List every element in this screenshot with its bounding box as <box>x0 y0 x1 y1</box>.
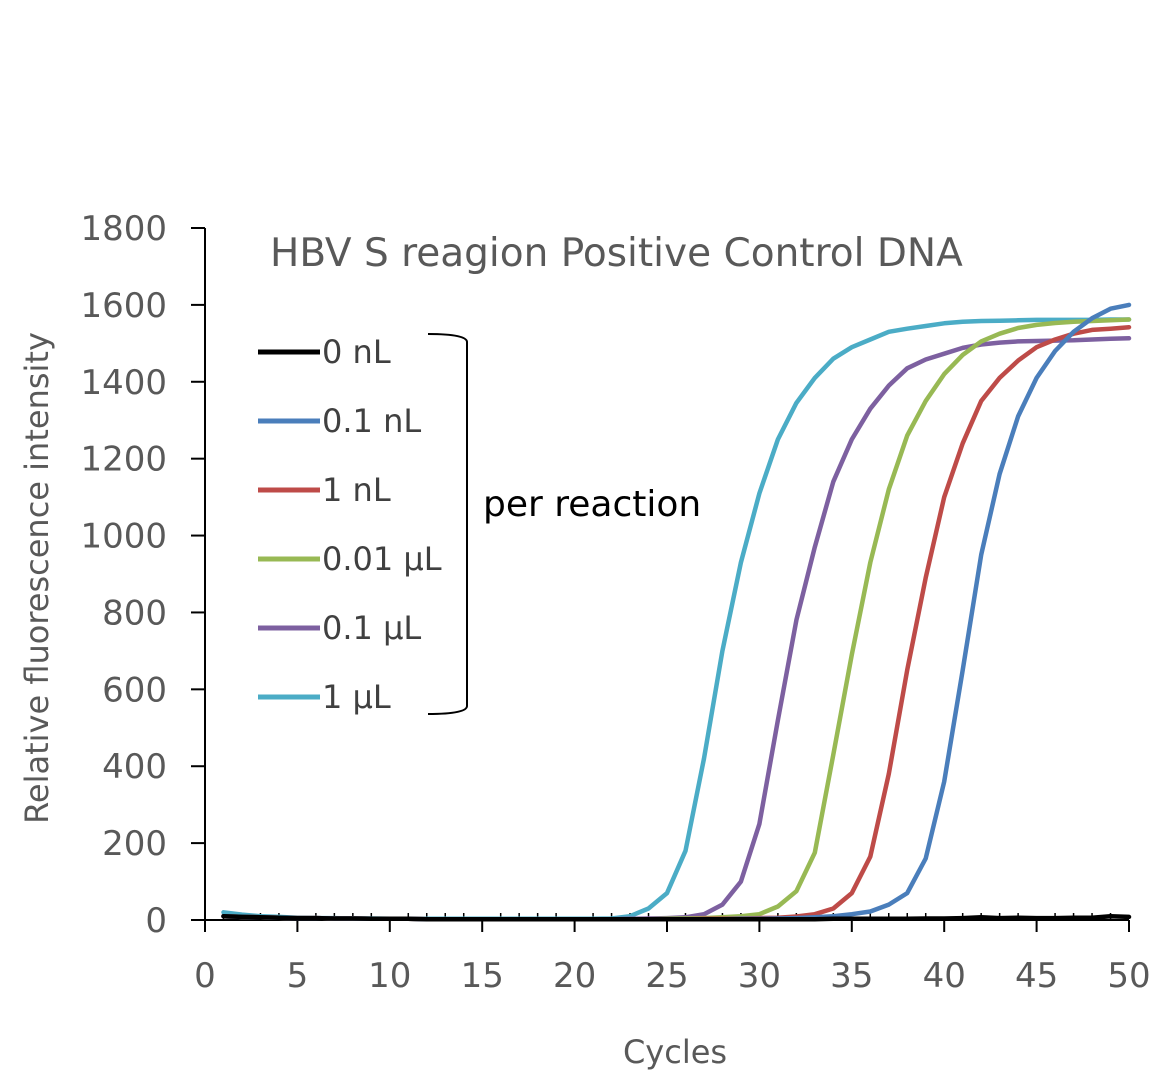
x-tick-label: 5 <box>287 956 309 996</box>
legend-label: 0 nL <box>322 333 391 371</box>
legend-label: 0.1 nL <box>322 402 421 440</box>
x-tick-label: 15 <box>461 956 504 996</box>
y-tick-label: 1400 <box>80 363 167 403</box>
x-tick-label: 30 <box>738 956 781 996</box>
x-tick-label: 25 <box>645 956 688 996</box>
y-tick-label: 600 <box>102 670 167 710</box>
y-ticks: 0 200 400 600 800 1000 1200 1400 1600 1800 <box>80 209 205 941</box>
y-tick-label: 1000 <box>80 517 167 557</box>
x-tick-label: 20 <box>553 956 596 996</box>
y-tick-label: 1600 <box>80 286 167 326</box>
x-axis-title: Cycles <box>623 1033 727 1071</box>
x-tick-label: 10 <box>368 956 411 996</box>
y-axis-title: Relative fluorescence intensity <box>18 332 56 824</box>
x-tick-label: 45 <box>1015 956 1058 996</box>
y-tick-label: 1800 <box>80 209 167 249</box>
y-tick-label: 1200 <box>80 440 167 480</box>
annotation-per-reaction: per reaction <box>483 484 701 525</box>
x-tick-label: 0 <box>194 956 216 996</box>
legend-bracket <box>427 333 468 715</box>
x-tick-label: 35 <box>830 956 873 996</box>
y-tick-label: 800 <box>102 593 167 633</box>
series-line-0 <box>221 913 1132 922</box>
y-tick-label: 400 <box>102 747 167 787</box>
legend-label: 1 nL <box>322 471 391 509</box>
y-tick-label: 0 <box>145 901 167 941</box>
legend-label: 0.1 μL <box>322 609 421 647</box>
x-tick-label: 40 <box>923 956 966 996</box>
x-ticks: 0 5 10 15 20 25 30 35 40 45 50 <box>194 920 1151 996</box>
legend-label: 0.01 μL <box>322 540 442 578</box>
legend: 0 nL 0.1 nL 1 nL 0.01 μL 0.1 μL 1 μL <box>258 333 442 716</box>
legend-label: 1 μL <box>322 678 391 716</box>
series-group <box>221 302 1132 922</box>
x-tick-label: 50 <box>1107 956 1150 996</box>
chart-title: HBV S reagion Positive Control DNA <box>270 231 963 276</box>
y-tick-label: 200 <box>102 824 167 864</box>
